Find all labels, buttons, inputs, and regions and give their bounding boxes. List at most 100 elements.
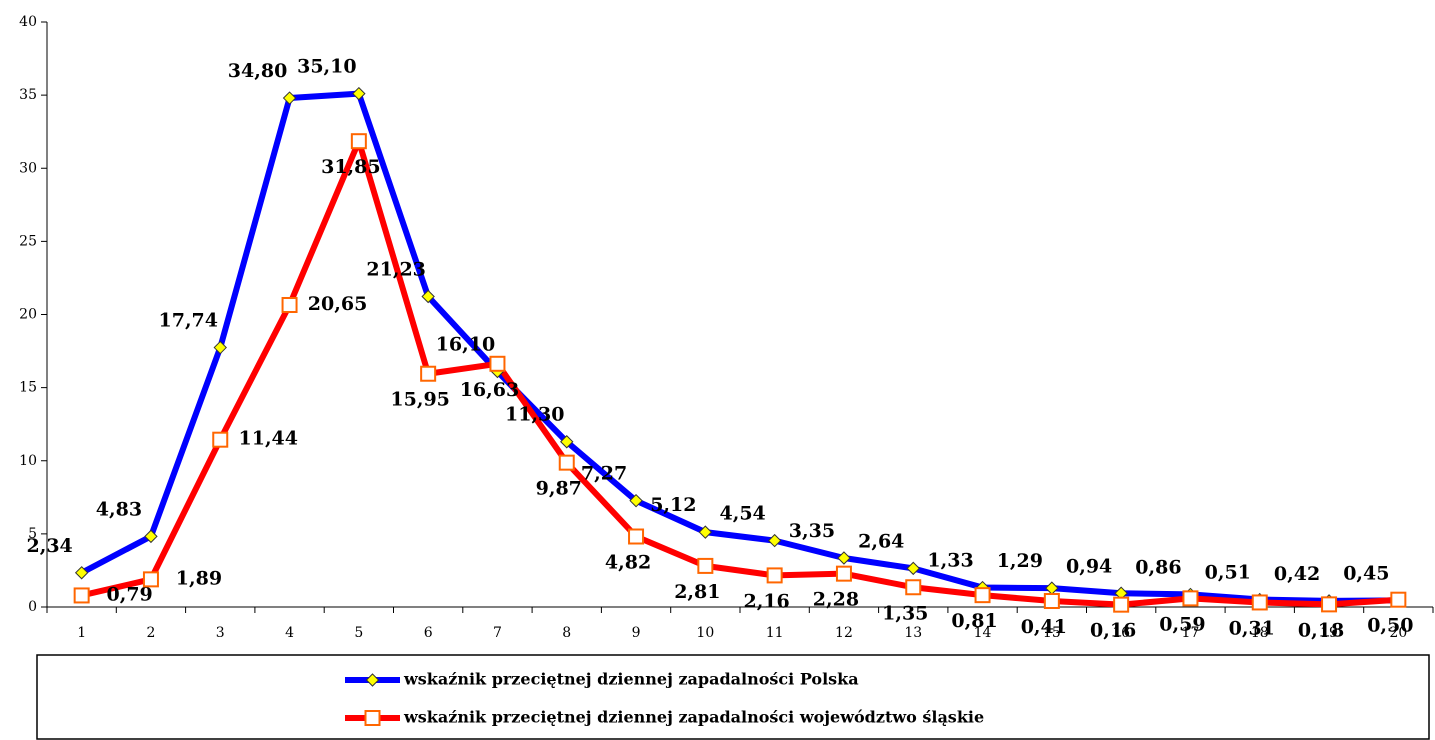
marker	[421, 289, 435, 304]
data-label: 2,16	[744, 590, 790, 612]
data-label: 0,81	[951, 610, 997, 632]
legend-marker	[364, 710, 381, 726]
marker	[1043, 593, 1060, 610]
marker	[1045, 581, 1059, 595]
y-tick-label: 25	[19, 233, 37, 249]
data-label: 1,35	[882, 602, 928, 624]
data-label: 0,42	[1274, 563, 1320, 585]
data-label: 11,30	[505, 404, 565, 426]
marker	[142, 571, 159, 588]
marker	[560, 435, 574, 449]
data-label: 5,12	[650, 494, 696, 516]
marker	[698, 525, 713, 539]
x-tick-label: 13	[904, 625, 922, 641]
data-label: 0,86	[1135, 556, 1181, 578]
data-label: 0,79	[107, 583, 153, 605]
x-tick-label: 4	[285, 625, 294, 641]
data-label: 0,50	[1367, 615, 1413, 637]
x-tick-label: 6	[424, 625, 433, 641]
marker	[906, 561, 920, 576]
marker	[212, 431, 229, 448]
y-tick-label: 15	[19, 380, 37, 396]
marker	[73, 587, 90, 604]
x-tick-label: 5	[354, 625, 363, 641]
marker	[144, 529, 158, 544]
data-label: 2,28	[813, 589, 859, 611]
legend-box	[36, 654, 1430, 740]
data-label: 9,87	[536, 478, 582, 500]
x-tick-label: 1	[77, 625, 86, 641]
marker	[489, 355, 506, 372]
data-label: 0,45	[1343, 562, 1389, 584]
data-label: 16,63	[460, 379, 520, 401]
data-label: 2,34	[27, 535, 73, 557]
x-tick-label: 19	[1320, 625, 1338, 641]
x-tick-label: 11	[766, 625, 784, 641]
data-label: 1,29	[997, 550, 1043, 572]
data-label: 4,54	[720, 503, 766, 525]
y-tick-label: 10	[19, 453, 37, 469]
series-line	[80, 90, 1399, 604]
y-tick-label: 40	[19, 14, 37, 30]
marker	[74, 566, 89, 580]
y-tick-label: 5	[28, 526, 37, 542]
data-label: 2,64	[858, 530, 904, 552]
legend-label: wskaźnik przeciętnej dziennej zapadalnoś…	[403, 670, 859, 689]
y-tick-label: 0	[28, 599, 37, 615]
data-label: 4,82	[605, 552, 651, 574]
data-label: 3,35	[789, 520, 835, 542]
marker	[697, 557, 714, 574]
marker	[1251, 594, 1268, 611]
marker	[837, 551, 851, 565]
data-label: 4,83	[96, 498, 142, 520]
data-label: 0,41	[1021, 616, 1067, 638]
marker	[905, 579, 922, 596]
data-label: 1,33	[927, 550, 973, 572]
x-tick-label: 16	[1112, 625, 1130, 641]
marker	[767, 533, 782, 548]
x-tick-label: 14	[974, 625, 992, 641]
marker	[282, 91, 297, 105]
data-label: 0,18	[1298, 619, 1344, 641]
data-label: 16,10	[436, 334, 496, 356]
x-tick-label: 20	[1389, 625, 1407, 641]
data-label: 35,10	[297, 56, 357, 78]
marker	[281, 296, 298, 313]
data-label: 17,74	[159, 310, 219, 332]
marker	[1182, 590, 1199, 607]
x-tick-label: 10	[696, 625, 714, 641]
marker	[1113, 596, 1130, 613]
x-tick-label: 15	[1043, 625, 1061, 641]
x-tick-label: 18	[1251, 625, 1269, 641]
data-label: 0,59	[1159, 613, 1205, 635]
data-label: 20,65	[308, 293, 368, 315]
x-tick-label: 17	[1182, 625, 1200, 641]
marker	[628, 528, 645, 545]
marker	[629, 493, 643, 508]
data-label: 0,16	[1090, 620, 1136, 642]
x-tick-label: 12	[835, 625, 853, 641]
x-tick-label: 2	[146, 625, 155, 641]
data-label: 2,81	[674, 581, 720, 603]
x-tick-label: 8	[562, 625, 571, 641]
x-tick-label: 7	[493, 625, 502, 641]
y-tick-label: 30	[19, 160, 37, 176]
marker	[974, 587, 991, 604]
y-tick-label: 20	[19, 307, 37, 323]
data-label: 11,44	[239, 428, 299, 450]
marker	[352, 86, 366, 101]
data-label: 34,80	[228, 60, 288, 82]
x-tick-label: 3	[216, 625, 225, 641]
data-label: 21,23	[366, 259, 426, 281]
data-label: 31,85	[321, 156, 381, 178]
marker	[1321, 596, 1338, 613]
data-label: 1,89	[176, 567, 222, 589]
data-label: 0,51	[1205, 562, 1251, 584]
data-label: 0,94	[1066, 555, 1112, 577]
legend-marker	[365, 673, 380, 687]
marker	[420, 365, 437, 382]
series-line	[80, 138, 1399, 608]
marker	[350, 133, 367, 150]
y-tick-label: 35	[19, 87, 37, 103]
